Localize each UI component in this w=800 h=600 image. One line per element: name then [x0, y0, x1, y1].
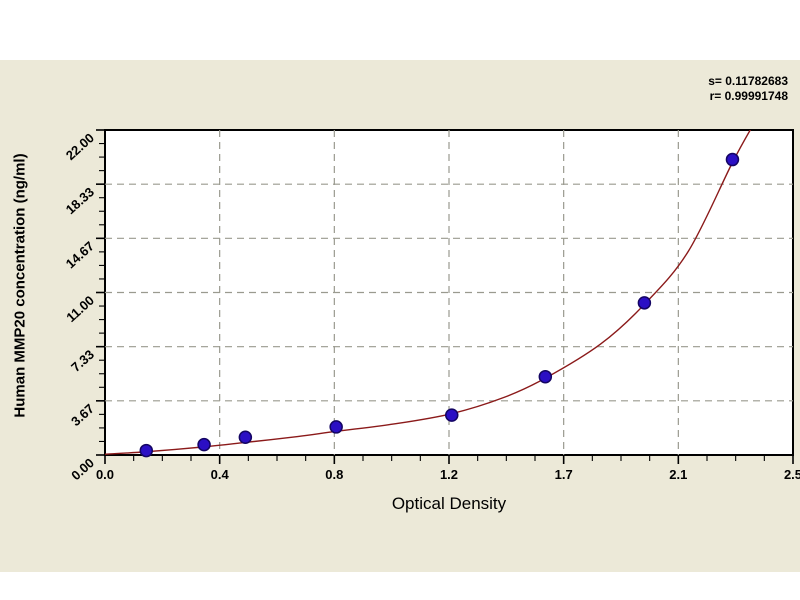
- x-tick-label: 0.8: [325, 467, 343, 482]
- data-point: [329, 420, 343, 434]
- x-tick-label: 1.2: [440, 467, 458, 482]
- y-tick-label: 0.00: [68, 455, 97, 483]
- fit-statistics: s= 0.11782683 r= 0.99991748: [708, 74, 788, 104]
- data-point: [139, 443, 154, 458]
- y-tick-label: 3.67: [68, 401, 97, 429]
- x-tick-label: 1.7: [555, 467, 573, 482]
- y-tick-label: 22.00: [63, 130, 97, 163]
- stat-s: s= 0.11782683: [708, 74, 788, 88]
- data-point: [197, 437, 211, 452]
- x-axis-title: Optical Density: [391, 494, 507, 513]
- stat-r: r= 0.99991748: [709, 89, 788, 103]
- data-point: [238, 430, 253, 445]
- data-point: [445, 408, 459, 422]
- y-tick-label: 7.33: [68, 347, 97, 375]
- x-tick-label: 0.4: [211, 467, 230, 482]
- x-tick-label: 2.5: [784, 467, 800, 482]
- y-tick-label: 11.00: [63, 293, 97, 325]
- fit-curve: [105, 130, 752, 455]
- data-point: [725, 152, 740, 167]
- y-tick-label: 14.67: [63, 238, 97, 271]
- y-axis-title: Human MMP20 concentration (ng/ml): [11, 153, 29, 418]
- data-point: [637, 296, 652, 310]
- x-tick-label: 0.0: [96, 467, 114, 482]
- x-tick-label: 2.1: [669, 467, 687, 482]
- data-point: [538, 369, 553, 384]
- y-tick-label: 18.33: [63, 184, 97, 217]
